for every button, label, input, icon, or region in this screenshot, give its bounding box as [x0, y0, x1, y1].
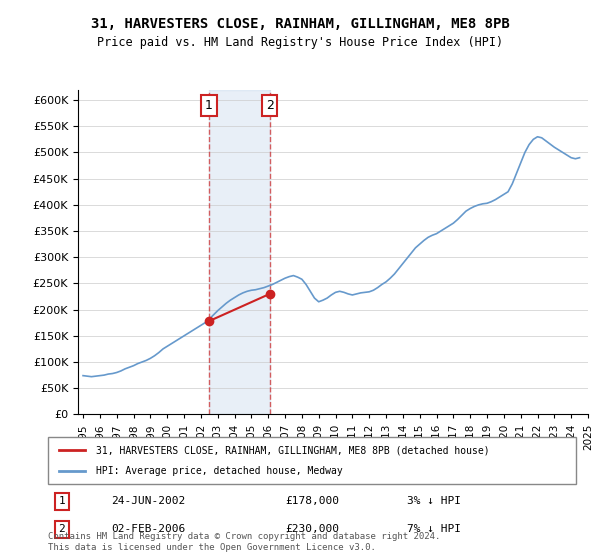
Text: 31, HARVESTERS CLOSE, RAINHAM, GILLINGHAM, ME8 8PB (detached house): 31, HARVESTERS CLOSE, RAINHAM, GILLINGHA…	[95, 445, 489, 455]
Text: 3% ↓ HPI: 3% ↓ HPI	[407, 496, 461, 506]
Text: 2: 2	[59, 524, 65, 534]
Text: 02-FEB-2006: 02-FEB-2006	[112, 524, 185, 534]
Text: Price paid vs. HM Land Registry's House Price Index (HPI): Price paid vs. HM Land Registry's House …	[97, 36, 503, 49]
Text: 24-JUN-2002: 24-JUN-2002	[112, 496, 185, 506]
Text: £178,000: £178,000	[286, 496, 340, 506]
FancyBboxPatch shape	[48, 437, 576, 484]
Text: HPI: Average price, detached house, Medway: HPI: Average price, detached house, Medw…	[95, 466, 342, 476]
Bar	[209, 90, 270, 414]
Text: 31, HARVESTERS CLOSE, RAINHAM, GILLINGHAM, ME8 8PB: 31, HARVESTERS CLOSE, RAINHAM, GILLINGHA…	[91, 17, 509, 31]
Text: 7% ↓ HPI: 7% ↓ HPI	[407, 524, 461, 534]
Text: 1: 1	[59, 496, 65, 506]
Text: 1: 1	[205, 99, 213, 112]
Text: 2: 2	[266, 99, 274, 112]
Text: £230,000: £230,000	[286, 524, 340, 534]
Text: Contains HM Land Registry data © Crown copyright and database right 2024.
This d: Contains HM Land Registry data © Crown c…	[48, 532, 440, 552]
